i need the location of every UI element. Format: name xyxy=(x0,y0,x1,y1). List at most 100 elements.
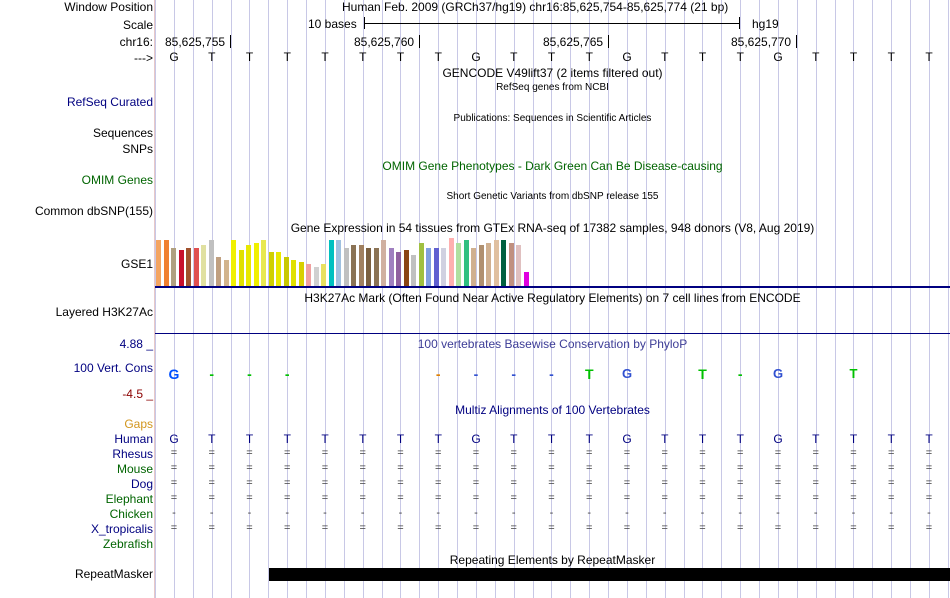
gtex-tissue-bar[interactable] xyxy=(456,243,461,286)
species-label[interactable]: Chicken xyxy=(109,507,153,521)
grid-line xyxy=(306,0,307,598)
gtex-tissue-bar[interactable] xyxy=(508,243,514,286)
gtex-tissue-bar[interactable] xyxy=(418,243,424,286)
gtex-tissue-bar[interactable] xyxy=(276,252,281,286)
gtex-tissue-bar[interactable] xyxy=(463,240,469,286)
gtex-tissue-bar[interactable] xyxy=(246,245,251,286)
repeatmasker-track-title[interactable]: Repeating Elements by RepeatMasker xyxy=(449,553,656,567)
gaps-label[interactable]: Gaps xyxy=(124,417,153,431)
gtex-tissue-bar[interactable] xyxy=(321,264,326,286)
gtex-tissue-bar[interactable] xyxy=(306,264,311,286)
dbsnp-track-title[interactable]: Short Genetic Variants from dbSNP releas… xyxy=(446,191,659,202)
gtex-tissue-bar[interactable] xyxy=(216,257,221,286)
alignment-symbol: = xyxy=(888,462,895,474)
gtex-tissue-bar[interactable] xyxy=(156,240,161,286)
alignment-symbol: = xyxy=(925,477,933,489)
gtex-tissue-bar[interactable] xyxy=(193,248,199,286)
phylop-label[interactable]: 100 Vert. Cons xyxy=(73,361,153,375)
alignment-symbol: = xyxy=(284,447,291,459)
gtex-tissue-bar[interactable] xyxy=(238,250,244,286)
h3k27ac-track-title[interactable]: H3K27Ac Mark (Often Found Near Active Re… xyxy=(304,291,801,305)
species-label[interactable]: Zebrafish xyxy=(102,537,153,551)
phylop-logo-glyph: - xyxy=(247,366,252,382)
gtex-tissue-bar[interactable] xyxy=(186,248,191,286)
alignment-base: T xyxy=(812,432,820,446)
species-label[interactable]: X_tropicalis xyxy=(90,522,153,536)
gtex-tissue-bar[interactable] xyxy=(478,245,484,286)
species-label[interactable]: Dog xyxy=(130,477,153,491)
gtex-tissue-bar[interactable] xyxy=(163,240,169,286)
omim-genes-label[interactable]: OMIM Genes xyxy=(81,173,153,187)
phylop-logo-glyph: - xyxy=(737,366,743,382)
gtex-tissue-bar[interactable] xyxy=(261,240,266,286)
alignment-symbol: = xyxy=(737,462,744,474)
alignment-symbol: - xyxy=(700,507,705,519)
gtex-tissue-bar[interactable] xyxy=(201,245,206,286)
gtex-tissue-bar[interactable] xyxy=(448,238,454,286)
h3k27ac-label[interactable]: Layered H3K27Ac xyxy=(55,305,153,319)
gtex-tissue-bar[interactable] xyxy=(441,248,446,286)
gtex-tissue-bar[interactable] xyxy=(358,245,364,286)
gtex-tissue-bar[interactable] xyxy=(403,250,409,286)
gtex-tissue-bar[interactable] xyxy=(291,260,296,286)
snps-label[interactable]: SNPs xyxy=(122,142,153,156)
gtex-tissue-bar[interactable] xyxy=(366,248,371,286)
gtex-tissue-bar[interactable] xyxy=(471,248,476,286)
gtex-tissue-bar[interactable] xyxy=(486,243,491,286)
gtex-tissue-bar[interactable] xyxy=(328,240,334,286)
gtex-tissue-bar[interactable] xyxy=(231,240,236,286)
gtex-tissue-bar[interactable] xyxy=(223,260,229,286)
gtex-tissue-bar[interactable] xyxy=(178,250,184,286)
gtex-tissue-bar[interactable] xyxy=(411,255,416,286)
gtex-tissue-bar[interactable] xyxy=(501,240,506,286)
gtex-tissue-bar[interactable] xyxy=(313,267,319,286)
alignment-symbol: = xyxy=(359,447,366,459)
alignment-base: T xyxy=(245,432,254,446)
species-label[interactable]: Human xyxy=(114,432,153,446)
repeatmasker-label[interactable]: RepeatMasker xyxy=(74,567,153,581)
gse1-label[interactable]: GSE1 xyxy=(120,257,153,271)
alignment-symbol: = xyxy=(472,462,480,474)
alignment-base: T xyxy=(283,432,291,446)
alignment-symbol: = xyxy=(812,492,819,504)
gencode-track-title[interactable]: GENCODE V49lift37 (2 items filtered out) xyxy=(442,66,663,80)
dbsnp-label[interactable]: Common dbSNP(155) xyxy=(34,204,153,218)
gtex-tissue-bar[interactable] xyxy=(283,257,289,286)
sequences-track-title[interactable]: Publications: Sequences in Scientific Ar… xyxy=(453,113,652,124)
alignment-symbol: - xyxy=(738,507,743,519)
sequence-base: T xyxy=(698,50,707,64)
gtex-tissue-bar[interactable] xyxy=(396,252,401,286)
species-label[interactable]: Mouse xyxy=(116,462,153,476)
gtex-tissue-bar[interactable] xyxy=(336,240,341,286)
gtex-tissue-bar[interactable] xyxy=(373,248,379,286)
repeat-element-block[interactable] xyxy=(269,568,950,581)
omim-track-title[interactable]: OMIM Gene Phenotypes - Dark Green Can Be… xyxy=(382,159,723,173)
gtex-tissue-bar[interactable] xyxy=(343,248,349,286)
gtex-tissue-bar[interactable] xyxy=(426,248,431,286)
phylop-logo-glyph: G xyxy=(621,366,633,381)
gtex-tissue-bar[interactable] xyxy=(516,245,521,286)
gtex-tissue-bar[interactable] xyxy=(253,243,259,286)
gtex-tissue-bar[interactable] xyxy=(298,262,304,286)
gtex-track-title[interactable]: Gene Expression in 54 tissues from GTEx … xyxy=(290,221,815,235)
gtex-tissue-bar[interactable] xyxy=(351,245,356,286)
multiz-track-title[interactable]: Multiz Alignments of 100 Vertebrates xyxy=(455,403,650,417)
gtex-tissue-bar[interactable] xyxy=(493,240,499,286)
sequences-label[interactable]: Sequences xyxy=(92,126,153,140)
alignment-symbol: = xyxy=(246,462,253,474)
phylop-track-title[interactable]: 100 vertebrates Basewise Conservation by… xyxy=(417,337,688,351)
gtex-tissue-bar[interactable] xyxy=(208,240,214,286)
species-label[interactable]: Rhesus xyxy=(112,447,153,461)
gtex-tissue-bar[interactable] xyxy=(268,252,274,286)
gtex-tissue-bar[interactable] xyxy=(433,248,439,286)
gtex-tissue-bar[interactable] xyxy=(381,240,386,286)
refseq-label[interactable]: RefSeq Curated xyxy=(66,95,153,109)
alignment-symbol: = xyxy=(850,462,857,474)
gtex-tissue-bar[interactable] xyxy=(523,272,529,286)
gtex-baseline xyxy=(155,286,950,288)
gtex-tissue-bar[interactable] xyxy=(388,248,394,286)
refseq-track-title[interactable]: RefSeq genes from NCBI xyxy=(496,82,609,93)
species-label[interactable]: Elephant xyxy=(105,492,153,506)
gtex-tissue-bar[interactable] xyxy=(171,248,176,286)
alignment-symbol: = xyxy=(472,477,480,489)
